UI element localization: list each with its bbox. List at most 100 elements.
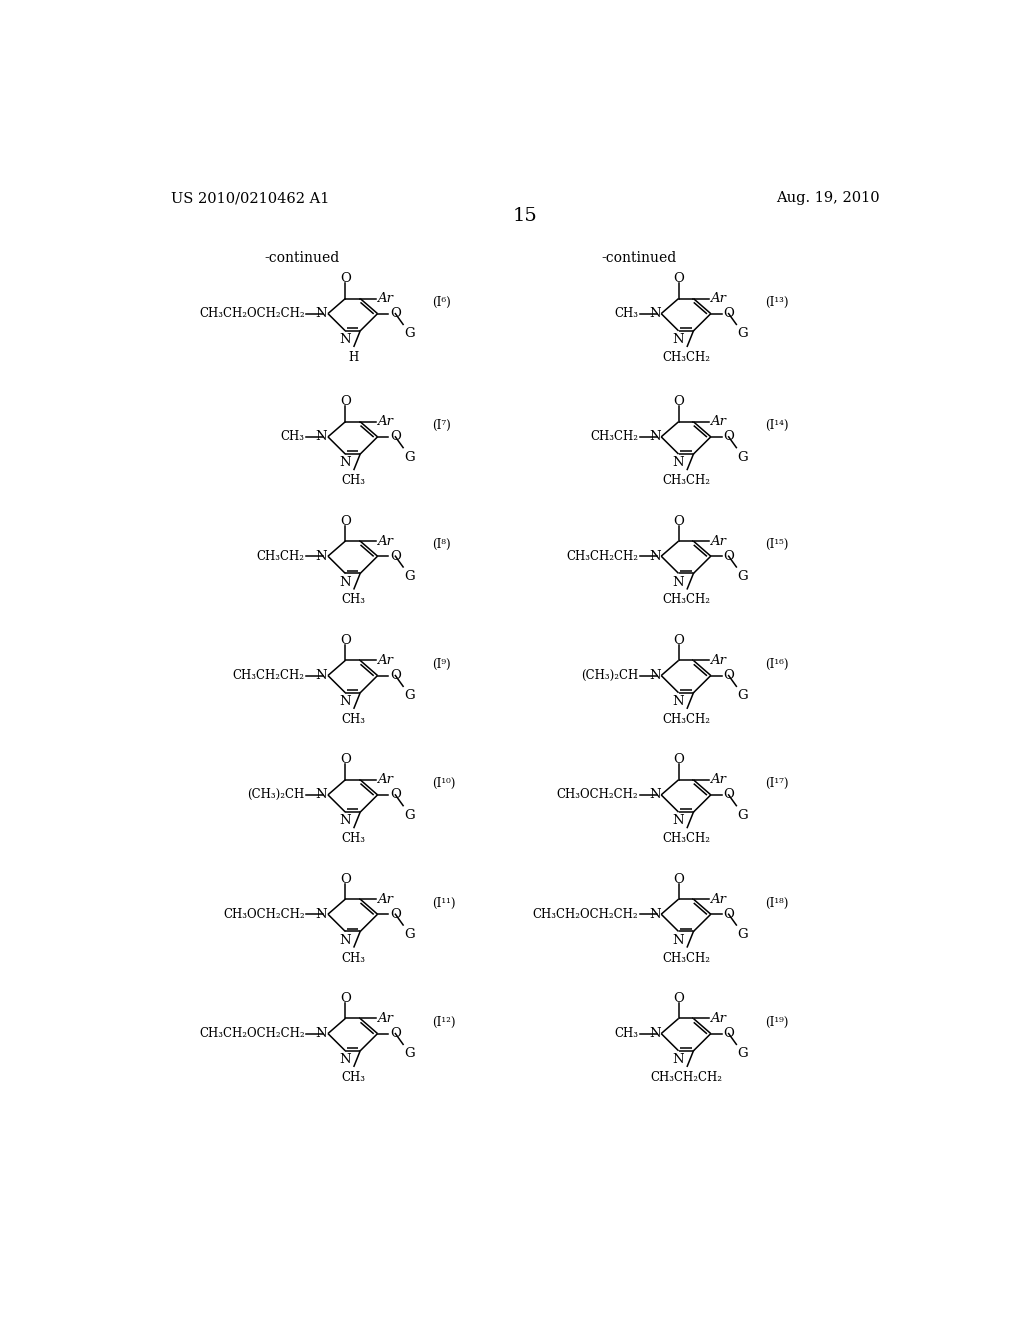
Text: N: N [315,308,328,321]
Text: CH₃: CH₃ [341,1071,366,1084]
Text: CH₃CH₂: CH₃CH₂ [590,430,638,444]
Text: O: O [340,272,351,285]
Text: (CH₃)₂CH: (CH₃)₂CH [581,669,638,682]
Text: O: O [340,873,351,886]
Text: (I⁹): (I⁹) [432,657,451,671]
Text: G: G [737,689,748,702]
Text: N: N [340,333,351,346]
Text: (I⁶): (I⁶) [432,296,451,309]
Text: 15: 15 [512,207,538,226]
Text: CH₃: CH₃ [614,308,638,321]
Text: G: G [403,1048,415,1060]
Text: CH₃OCH₂CH₂: CH₃OCH₂CH₂ [223,908,305,921]
Text: O: O [723,669,734,682]
Text: O: O [390,669,400,682]
Text: Ar: Ar [377,292,393,305]
Text: N: N [340,814,351,828]
Text: G: G [737,928,748,941]
Text: N: N [649,308,660,321]
Text: G: G [403,689,415,702]
Text: (I¹⁶): (I¹⁶) [765,657,788,671]
Text: O: O [723,908,734,921]
Text: O: O [340,515,351,528]
Text: CH₃CH₂: CH₃CH₂ [663,713,711,726]
Text: -continued: -continued [602,252,677,265]
Text: O: O [673,272,684,285]
Text: N: N [673,933,684,946]
Text: Ar: Ar [711,292,726,305]
Text: O: O [723,549,734,562]
Text: Ar: Ar [711,774,726,787]
Text: O: O [723,788,734,801]
Text: N: N [649,669,660,682]
Text: (I¹⁷): (I¹⁷) [765,777,788,791]
Text: (I¹⁵): (I¹⁵) [765,539,788,552]
Text: CH₃CH₂OCH₂CH₂: CH₃CH₂OCH₂CH₂ [199,1027,305,1040]
Text: O: O [673,754,684,767]
Text: O: O [390,788,400,801]
Text: G: G [403,327,415,341]
Text: H: H [348,351,358,364]
Text: G: G [737,1048,748,1060]
Text: Ar: Ar [377,416,393,428]
Text: (I¹²): (I¹²) [432,1016,456,1028]
Text: (CH₃)₂CH: (CH₃)₂CH [248,788,305,801]
Text: CH₃: CH₃ [341,952,366,965]
Text: -continued: -continued [265,252,340,265]
Text: N: N [315,1027,328,1040]
Text: CH₃CH₂: CH₃CH₂ [663,952,711,965]
Text: N: N [673,814,684,828]
Text: CH₃CH₂OCH₂CH₂: CH₃CH₂OCH₂CH₂ [532,908,638,921]
Text: Ar: Ar [711,653,726,667]
Text: CH₃CH₂: CH₃CH₂ [663,832,711,845]
Text: CH₃CH₂CH₂: CH₃CH₂CH₂ [650,1071,723,1084]
Text: CH₃OCH₂CH₂: CH₃OCH₂CH₂ [556,788,638,801]
Text: G: G [403,809,415,822]
Text: O: O [340,634,351,647]
Text: N: N [340,933,351,946]
Text: (I¹¹): (I¹¹) [432,896,456,909]
Text: G: G [737,570,748,583]
Text: Ar: Ar [711,535,726,548]
Text: G: G [403,570,415,583]
Text: O: O [390,430,400,444]
Text: N: N [649,430,660,444]
Text: CH₃: CH₃ [281,430,305,444]
Text: (I¹⁹): (I¹⁹) [765,1016,788,1028]
Text: US 2010/0210462 A1: US 2010/0210462 A1 [171,191,329,206]
Text: O: O [673,634,684,647]
Text: N: N [340,1053,351,1067]
Text: G: G [403,928,415,941]
Text: N: N [315,788,328,801]
Text: O: O [340,754,351,767]
Text: N: N [673,457,684,470]
Text: CH₃: CH₃ [341,594,366,606]
Text: O: O [390,908,400,921]
Text: G: G [737,327,748,341]
Text: N: N [315,549,328,562]
Text: Ar: Ar [377,535,393,548]
Text: CH₃: CH₃ [341,474,366,487]
Text: N: N [315,430,328,444]
Text: O: O [723,1027,734,1040]
Text: Ar: Ar [377,653,393,667]
Text: N: N [673,696,684,708]
Text: N: N [315,908,328,921]
Text: Ar: Ar [377,892,393,906]
Text: O: O [390,308,400,321]
Text: Ar: Ar [377,1012,393,1026]
Text: Ar: Ar [711,892,726,906]
Text: O: O [390,549,400,562]
Text: N: N [649,1027,660,1040]
Text: O: O [340,395,351,408]
Text: (I¹⁴): (I¹⁴) [765,418,788,432]
Text: Ar: Ar [711,416,726,428]
Text: CH₃: CH₃ [614,1027,638,1040]
Text: N: N [340,696,351,708]
Text: N: N [673,1053,684,1067]
Text: N: N [649,788,660,801]
Text: G: G [737,450,748,463]
Text: N: N [315,669,328,682]
Text: (I⁷): (I⁷) [432,418,451,432]
Text: Aug. 19, 2010: Aug. 19, 2010 [776,191,880,206]
